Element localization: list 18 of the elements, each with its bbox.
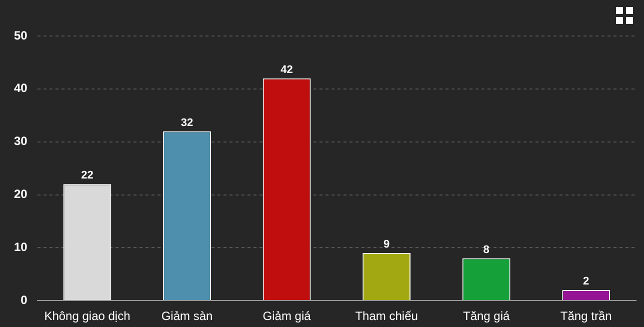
data-label: 9 — [384, 238, 390, 251]
y-tick-label: 10 — [14, 240, 28, 254]
x-tick-label: Giảm sàn — [161, 309, 213, 324]
y-tick-label: 50 — [14, 28, 28, 42]
data-label: 22 — [81, 170, 94, 182]
y-tick-label: 30 — [14, 134, 28, 148]
x-tick-label: Tham chiếu — [355, 309, 418, 324]
y-tick-label: 20 — [14, 187, 28, 202]
data-label: 2 — [583, 276, 590, 288]
y-tick-label: 0 — [20, 292, 28, 307]
x-tick-label: Giảm giá — [262, 309, 312, 324]
data-label: 32 — [180, 116, 194, 129]
x-tick-label: Tăng giá — [462, 309, 510, 324]
data-label: 8 — [483, 244, 490, 256]
x-tick-label: Không giao dịch — [44, 309, 130, 324]
data-label: 42 — [280, 64, 293, 76]
y-tick-label: 40 — [14, 81, 28, 96]
x-tick-label: Tăng trần — [560, 309, 612, 324]
